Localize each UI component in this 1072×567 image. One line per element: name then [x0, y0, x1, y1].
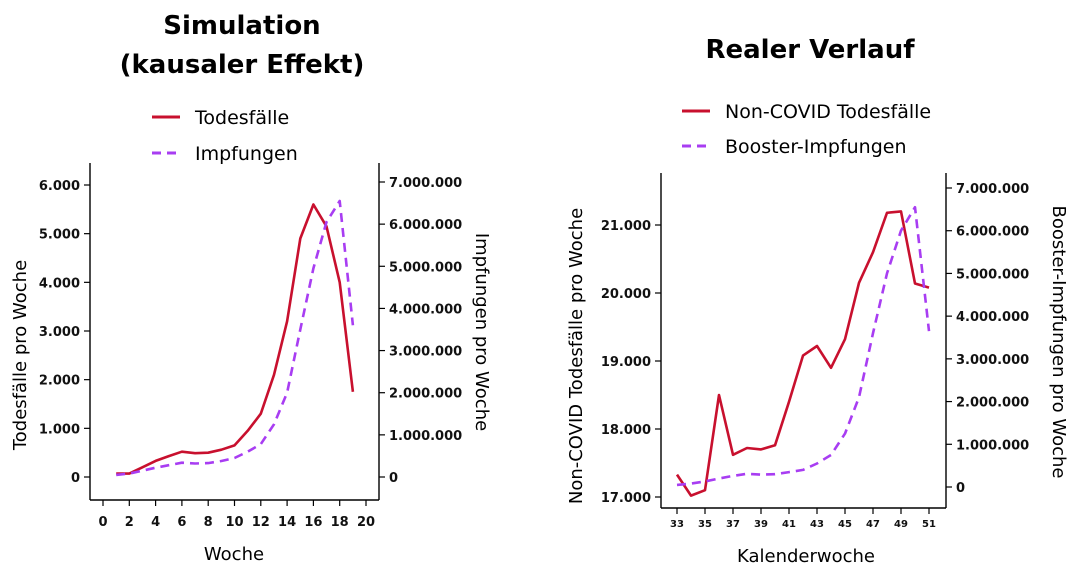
chart-title-line-1: Simulation: [163, 11, 320, 41]
x-tick-label: 0: [98, 515, 107, 530]
right-y-tick-label: 4.000.000: [956, 310, 1029, 325]
right-y-tick-label: 2.000.000: [956, 396, 1029, 411]
x-tick-label: 18: [331, 515, 349, 530]
series-line-deaths: [675, 210, 930, 497]
chart-simulation: Simulation (kausaler Effekt) Todesfälle …: [10, 11, 492, 565]
chart-title-line-1: Realer Verlauf: [705, 35, 915, 65]
x-tick-label: 33: [670, 519, 684, 530]
right-y-ticks: 0 1.000.000 2.000.000 3.000.000 4.000.000 5.0…: [379, 176, 462, 486]
left-y-tick-label: 20.000: [601, 287, 651, 302]
series-line-vaccinations: [676, 205, 931, 487]
left-y-axis-label: Non-COVID Todesfälle pro Woche: [566, 208, 587, 504]
left-y-tick-label: 1.000: [39, 422, 80, 437]
left-y-tick-label: 21.000: [601, 219, 651, 234]
left-y-ticks: 0 1.000 2.000 3.000 4.000 5.000 6.000: [39, 179, 90, 486]
left-y-tick-label: 3.000: [39, 325, 80, 340]
x-tick-label: 20: [357, 515, 375, 530]
plot-area-realer-verlauf: 17.000 18.000 19.000 20.000 21.000 0 1.000.00…: [601, 173, 1029, 530]
series-group: [675, 205, 931, 497]
left-y-ticks: 17.000 18.000 19.000 20.000 21.000: [601, 219, 661, 506]
right-y-tick-label: 3.000.000: [389, 345, 462, 360]
x-axis-label: Kalenderwoche: [737, 546, 875, 567]
left-y-tick-label: 19.000: [601, 355, 651, 370]
left-y-axis-label: Todesfälle pro Woche: [10, 260, 31, 451]
x-tick-label: 49: [894, 519, 908, 530]
left-y-tick-label: 2.000: [39, 374, 80, 389]
left-y-tick-label: 5.000: [39, 228, 80, 243]
x-tick-label: 51: [922, 519, 936, 530]
right-y-ticks: 0 1.000.000 2.000.000 3.000.000 4.000.000 5.0…: [946, 182, 1029, 496]
left-y-tick-label: 4.000: [39, 276, 80, 291]
chart-realer-verlauf: Realer Verlauf Non-COVID Todesfälle Boos…: [566, 35, 1069, 567]
right-y-tick-label: 0: [389, 471, 398, 486]
series-group: [116, 199, 355, 477]
right-y-tick-label: 5.000.000: [956, 267, 1029, 282]
x-tick-label: 16: [304, 515, 322, 530]
series-line-vaccinations: [116, 199, 355, 477]
x-ticks: 33 35 37 39 41 43 45 47 49 51: [670, 508, 936, 530]
right-y-tick-label: 6.000.000: [956, 225, 1029, 240]
x-tick-label: 47: [866, 519, 880, 530]
right-y-tick-label: 4.000.000: [389, 302, 462, 317]
x-axis-label: Woche: [204, 544, 264, 565]
x-tick-label: 10: [225, 515, 243, 530]
right-y-tick-label: 6.000.000: [389, 218, 462, 233]
x-tick-label: 4: [151, 515, 160, 530]
series-line-deaths: [116, 203, 355, 475]
right-y-tick-label: 5.000.000: [389, 260, 462, 275]
x-tick-label: 35: [698, 519, 712, 530]
x-tick-label: 45: [838, 519, 852, 530]
x-tick-label: 41: [782, 519, 796, 530]
right-y-axis-label: Booster-Impfungen pro Woche: [1048, 206, 1069, 479]
right-y-tick-label: 3.000.000: [956, 353, 1029, 368]
legend-label-impfungen: Impfungen: [195, 143, 298, 165]
right-y-tick-label: 0: [956, 481, 965, 496]
x-tick-label: 39: [754, 519, 768, 530]
x-tick-label: 43: [810, 519, 824, 530]
left-y-tick-label: 17.000: [601, 491, 651, 506]
right-y-tick-label: 7.000.000: [389, 176, 462, 191]
right-y-axis-label: Impfungen pro Woche: [471, 233, 492, 431]
legend-label-non-covid-todesfaelle: Non-COVID Todesfälle: [725, 101, 931, 123]
plot-area-simulation: 0 1.000 2.000 3.000 4.000 5.000 6.000 0 1.000.0…: [39, 163, 462, 530]
chart-title-line-2: (kausaler Effekt): [120, 50, 365, 80]
right-y-tick-label: 7.000.000: [956, 182, 1029, 197]
legend-label-booster-impfungen: Booster-Impfungen: [725, 136, 907, 158]
left-y-tick-label: 0: [71, 471, 80, 486]
x-tick-label: 12: [252, 515, 270, 530]
left-y-tick-label: 18.000: [601, 423, 651, 438]
x-ticks: 0 2 4 6 8 10 12 14 16 18 20: [98, 500, 375, 530]
right-y-tick-label: 2.000.000: [389, 387, 462, 402]
x-tick-label: 2: [125, 515, 134, 530]
x-tick-label: 6: [177, 515, 186, 530]
left-y-tick-label: 6.000: [39, 179, 80, 194]
x-tick-label: 14: [278, 515, 296, 530]
right-y-tick-label: 1.000.000: [956, 438, 1029, 453]
x-tick-label: 8: [204, 515, 213, 530]
x-tick-label: 37: [726, 519, 740, 530]
legend-label-todesfaelle: Todesfälle: [194, 107, 289, 129]
right-y-tick-label: 1.000.000: [389, 429, 462, 444]
